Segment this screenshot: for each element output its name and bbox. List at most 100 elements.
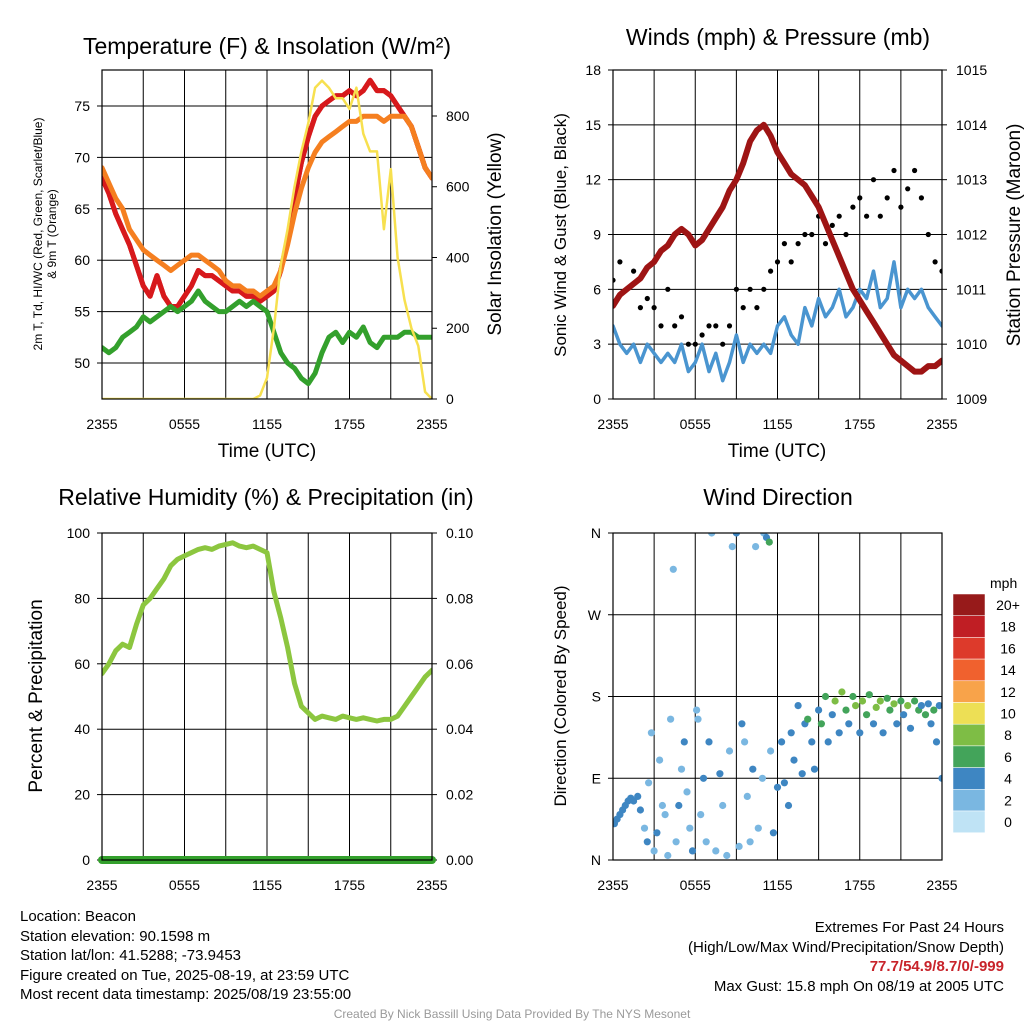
direction-point xyxy=(842,706,850,714)
direction-point xyxy=(719,801,727,810)
dir-ytick-label: W xyxy=(588,607,602,623)
direction-point xyxy=(667,715,675,723)
gust-point xyxy=(781,241,788,247)
wind-ytick-label: 0 xyxy=(593,391,601,407)
gust-point xyxy=(809,231,815,238)
gust-point xyxy=(925,231,931,238)
dir-ylabel-left: Direction (Colored By Speed) xyxy=(551,585,570,806)
gust-point xyxy=(795,241,801,247)
direction-point xyxy=(672,838,680,846)
gust-point xyxy=(644,295,650,302)
direction-point xyxy=(917,702,926,710)
direction-point xyxy=(694,715,702,723)
legend-swatch xyxy=(952,658,986,682)
gust-point xyxy=(699,332,705,338)
gust-point xyxy=(665,286,671,292)
direction-point xyxy=(865,691,873,699)
rh-ytick-label: 80 xyxy=(74,590,90,606)
direction-point xyxy=(930,706,938,714)
temp-axes-frame xyxy=(101,69,433,400)
direction-point xyxy=(749,765,757,773)
legend-swatch xyxy=(952,680,986,703)
direction-point xyxy=(924,700,932,708)
gust-point xyxy=(692,341,698,347)
gust-point xyxy=(898,204,904,210)
direction-point xyxy=(876,697,884,705)
dir-axes-frame xyxy=(612,532,943,861)
wind-plot-area: 2355 0555 1155 1755 2355 0 3 6 9 12 15 18 1009 1010 10… xyxy=(585,62,987,432)
gust-point xyxy=(740,305,746,311)
gust-point xyxy=(774,259,781,265)
direction-point xyxy=(883,694,891,702)
temp-xtick-label: 1755 xyxy=(334,416,365,432)
wind-ytick-label: 12 xyxy=(585,172,601,188)
gust-point xyxy=(905,186,911,192)
direction-point xyxy=(858,697,867,705)
gust-point xyxy=(822,241,829,247)
extremes-subtitle: (High/Low/Max Wind/Precipitation/Snow De… xyxy=(688,938,1004,956)
dir-panel-title: Wind Direction xyxy=(703,484,853,510)
direction-point xyxy=(743,792,751,801)
rh-y2tick-label: 0.08 xyxy=(446,590,473,606)
legend-swatch xyxy=(952,593,986,616)
gust-point xyxy=(884,195,890,201)
direction-point xyxy=(634,792,642,801)
gust-point xyxy=(877,213,883,219)
dir-xtick-label: 1755 xyxy=(844,877,875,893)
direction-point xyxy=(906,724,915,732)
gust-point xyxy=(761,286,767,292)
temp-ylabel-left-line2: & 9m T (Orange) xyxy=(45,189,59,279)
gust-point xyxy=(836,213,842,219)
gust-point xyxy=(678,314,685,320)
direction-point xyxy=(927,720,935,728)
direction-point xyxy=(705,738,713,746)
direction-point xyxy=(935,702,942,710)
gust-point xyxy=(713,323,719,329)
temp-ytick-label: 55 xyxy=(74,304,90,320)
sonic-wind-line xyxy=(613,260,942,383)
rh-xtick-label: 2355 xyxy=(416,877,447,893)
direction-point xyxy=(767,747,775,755)
direction-point xyxy=(794,702,802,710)
direction-point xyxy=(845,720,853,728)
direction-point xyxy=(716,770,724,778)
dir-ytick-label: N xyxy=(591,525,601,541)
legend-label: 10 xyxy=(1000,706,1016,722)
rh-xtick-label: 0555 xyxy=(169,877,200,893)
direction-point xyxy=(728,543,736,551)
wind-y2tick-label: 1009 xyxy=(956,391,987,407)
direction-point xyxy=(669,565,677,573)
credit-text: Created By Nick Bassill Using Data Provi… xyxy=(333,1007,691,1021)
legend-swatch xyxy=(952,745,986,768)
rh-ytick-label: 40 xyxy=(74,721,90,737)
wind-y2tick-label: 1012 xyxy=(956,227,987,243)
dir-ytick-label: E xyxy=(592,770,601,786)
gust-point xyxy=(726,323,733,329)
dir-ytick-label: S xyxy=(592,689,601,705)
created-text: Figure created on Tue, 2025-08-19, at 23… xyxy=(20,966,350,984)
wind-axes-frame xyxy=(612,69,943,400)
direction-point xyxy=(821,692,830,701)
direction-point xyxy=(790,756,798,764)
wind-ytick-label: 6 xyxy=(593,281,601,297)
direction-point xyxy=(732,533,740,537)
wind-xtick-label: 0555 xyxy=(680,416,711,432)
gust-point xyxy=(802,231,808,238)
direction-point xyxy=(725,747,734,755)
rh-xtick-label: 1155 xyxy=(252,877,282,893)
direction-point xyxy=(630,797,638,805)
temp-series-td xyxy=(102,288,432,387)
rh-ytick-label: 60 xyxy=(74,656,90,672)
pressure-line xyxy=(613,121,942,375)
temp-xtick-label: 1155 xyxy=(252,416,282,432)
temp-ytick-label: 50 xyxy=(74,355,90,371)
gust-point xyxy=(768,268,774,274)
gust-point xyxy=(891,167,897,174)
rh-y2tick-label: 0.02 xyxy=(446,787,473,803)
direction-point xyxy=(938,774,942,782)
legend-label: 12 xyxy=(1000,684,1016,700)
legend-label: 18 xyxy=(1000,619,1016,635)
temp-y2tick-label: 400 xyxy=(446,249,470,265)
direction-point xyxy=(900,711,908,719)
gust-point xyxy=(864,213,870,219)
